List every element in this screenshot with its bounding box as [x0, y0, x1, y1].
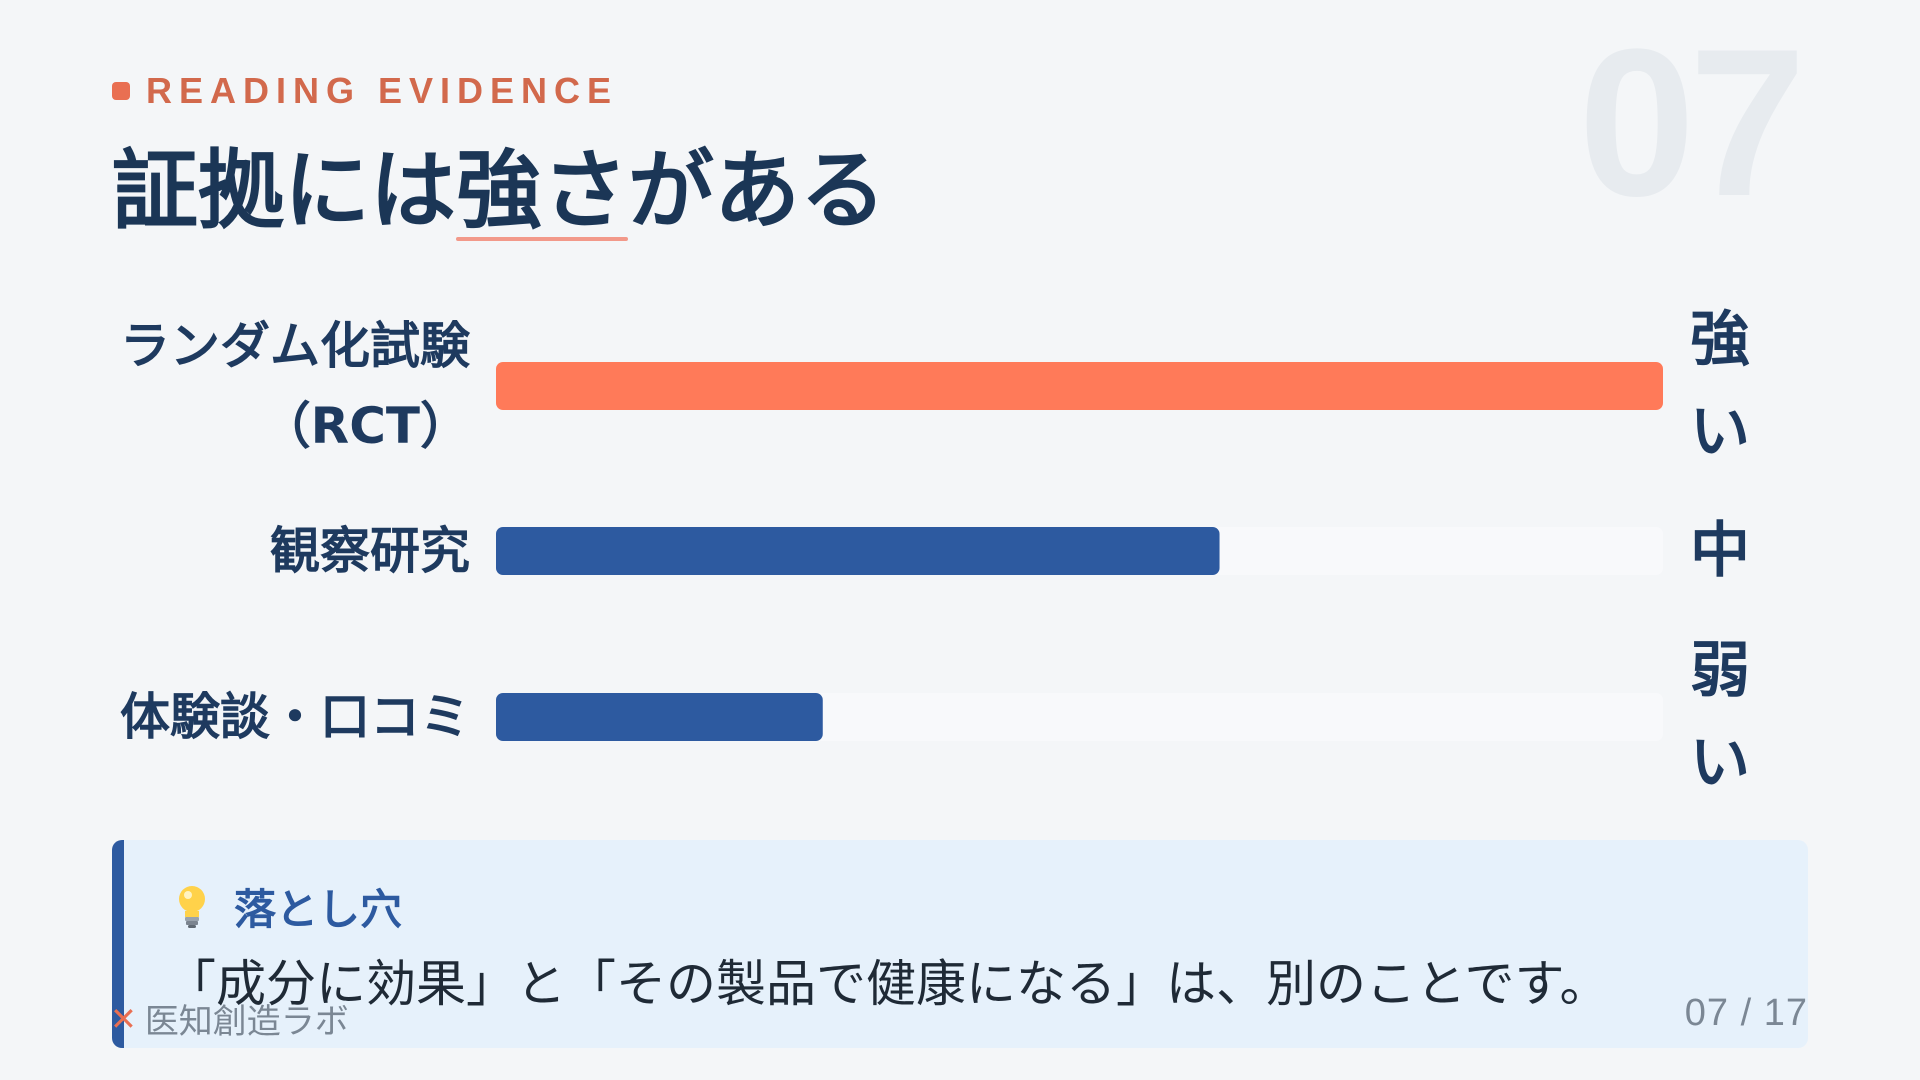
bar — [496, 362, 1663, 410]
pitfall-callout: 落とし穴 「成分に効果」と「その製品で健康になる」は、別のことです。 — [112, 840, 1808, 1048]
bar — [496, 693, 823, 741]
strength-label: 弱 — [1690, 636, 1750, 706]
title-highlight: 強さ — [456, 140, 628, 243]
eyebrow-label: READING EVIDENCE — [146, 70, 619, 111]
page-indicator: 07 / 17 — [1684, 992, 1808, 1034]
slide-number-watermark: 07 — [1578, 5, 1806, 240]
callout-header: 落とし穴 — [176, 876, 402, 937]
strength-label: 強 — [1690, 305, 1750, 375]
title-before: 証拠には — [112, 141, 456, 241]
strength-label: 中 — [1690, 516, 1750, 586]
brand-footer: ✕ 医知創造ラボ — [110, 994, 349, 1043]
category-label: （RCT） — [261, 397, 470, 455]
category-label: ランダム化試験 — [120, 317, 471, 375]
callout-label: 落とし穴 — [234, 885, 403, 934]
bar — [496, 527, 1220, 575]
strength-label: い — [1690, 397, 1750, 467]
eyebrow: READING EVIDENCE — [112, 70, 618, 112]
eyebrow-square-icon — [112, 82, 130, 100]
x-mark-icon: ✕ — [110, 999, 137, 1038]
lightbulb-icon — [179, 885, 205, 928]
category-label: 体験談・口コミ — [120, 688, 470, 746]
page-title: 証拠には強さがある — [112, 140, 886, 243]
callout-text: 「成分に効果」と「その製品で健康になる」は、別のことです。 — [166, 955, 1610, 1013]
title-after: がある — [628, 141, 886, 241]
brand-name: 医知創造ラボ — [144, 1002, 349, 1042]
category-label: 観察研究 — [270, 522, 470, 580]
strength-label: い — [1690, 728, 1750, 798]
